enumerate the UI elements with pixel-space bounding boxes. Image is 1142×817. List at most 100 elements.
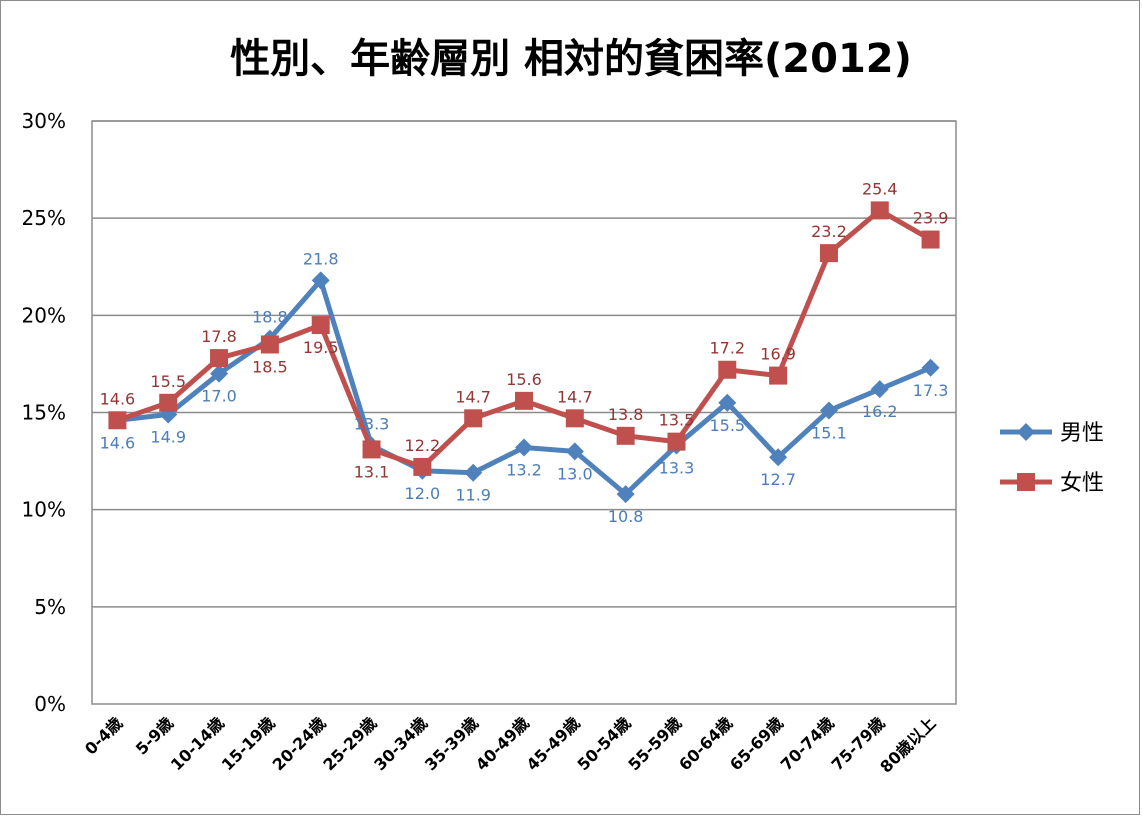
data-label-female: 25.4 (862, 179, 898, 198)
data-labels: 14.6 14.6 15.5 14.9 17.8 17.0 18.5 18.8 19.5 21.8… (100, 179, 949, 526)
data-point (819, 401, 838, 420)
data-point (464, 463, 483, 482)
data-label-female: 16.9 (760, 345, 796, 364)
x-tick-label: 30-34歳 (370, 713, 431, 774)
data-point (362, 440, 381, 459)
series-female (108, 201, 940, 476)
data-label-male: 12.0 (405, 484, 441, 503)
data-label-male: 13.2 (506, 460, 542, 479)
legend-item: 男性 (1000, 421, 1104, 446)
data-label-male: 13.3 (354, 415, 390, 434)
x-tick-label: 40-49歳 (472, 713, 533, 774)
x-tick-label: 15-19歳 (218, 713, 279, 774)
data-point (311, 316, 330, 335)
data-point (464, 409, 483, 428)
y-tick-label: 25% (22, 206, 66, 230)
x-tick-label: 50-54歳 (574, 713, 635, 774)
y-tick-label: 20% (22, 303, 66, 327)
chart-title: 性別、年齢層別 相対的貧困率(2012) (230, 36, 912, 82)
x-tick-label: 25-29歳 (319, 713, 380, 774)
data-label-male: 17.0 (201, 387, 237, 406)
y-axis: 0% 5% 10% 15% 20% 25% 30% (22, 109, 66, 716)
data-point (159, 393, 178, 412)
data-point (921, 358, 940, 377)
data-label-female: 14.6 (100, 389, 136, 408)
data-point (718, 360, 737, 379)
x-tick-label: 80歳以上 (876, 713, 939, 776)
data-label-female: 23.9 (913, 209, 949, 228)
data-point (870, 201, 889, 220)
data-label-female: 15.6 (506, 370, 542, 389)
x-tick-label: 70-74歳 (777, 713, 838, 774)
x-tick-label: 60-64歳 (675, 713, 736, 774)
data-label-female: 23.2 (811, 222, 847, 241)
x-tick-label: 0-4歳 (81, 713, 126, 758)
data-point (260, 335, 279, 354)
legend-marker (1017, 423, 1035, 441)
series-layer (108, 201, 940, 504)
y-tick-label: 0% (34, 692, 66, 716)
data-label-female: 17.2 (709, 339, 745, 358)
x-tick-label: 55-59歳 (624, 713, 685, 774)
data-label-male: 13.0 (557, 464, 593, 483)
data-label-male: 13.3 (659, 459, 695, 478)
data-label-male: 12.7 (760, 470, 796, 489)
y-tick-label: 30% (22, 109, 66, 133)
data-label-male: 15.5 (709, 416, 745, 435)
data-point (921, 230, 940, 249)
data-label-female: 13.5 (659, 411, 695, 430)
legend-marker (1017, 473, 1035, 491)
data-label-male: 18.8 (252, 308, 288, 327)
data-point (718, 393, 737, 412)
data-point (311, 271, 330, 290)
x-tick-label: 5-9歳 (132, 713, 177, 758)
data-point (210, 364, 229, 383)
data-label-male: 15.1 (811, 424, 847, 443)
data-label-female: 18.5 (252, 357, 288, 376)
data-point (565, 442, 584, 461)
x-tick-label: 35-39歳 (421, 713, 482, 774)
data-point (769, 448, 788, 467)
data-label-female: 14.7 (557, 387, 593, 406)
data-label-female: 13.8 (608, 405, 644, 424)
data-label-female: 17.8 (201, 327, 237, 346)
data-point (769, 366, 788, 385)
data-label-female: 15.5 (150, 372, 186, 391)
y-tick-label: 10% (22, 498, 66, 522)
data-point (870, 380, 889, 399)
legend-item: 女性 (1000, 471, 1104, 496)
plot-area (91, 120, 957, 705)
data-point (108, 411, 127, 430)
data-label-male: 14.6 (100, 433, 136, 452)
legend-label: 女性 (1060, 471, 1104, 496)
data-point (616, 426, 635, 445)
y-tick-label: 15% (22, 401, 66, 425)
y-tick-label: 5% (34, 595, 66, 619)
data-point (210, 349, 229, 368)
data-point (413, 457, 432, 476)
data-label-male: 21.8 (303, 249, 339, 268)
data-point (515, 438, 533, 457)
data-label-male: 11.9 (455, 486, 491, 505)
x-axis: 0-4歳 5-9歳10-14歳15-19歳20-24歳25-29歳30-34歳35… (81, 713, 939, 776)
data-label-male: 17.3 (913, 381, 949, 400)
data-label-female: 14.7 (455, 387, 491, 406)
data-point (616, 485, 635, 504)
x-tick-label: 20-24歳 (269, 713, 330, 774)
data-label-male: 16.2 (862, 402, 898, 421)
data-label-male: 14.9 (150, 427, 186, 446)
x-tick-label: 65-69歳 (726, 713, 787, 774)
data-label-female: 19.5 (303, 338, 339, 357)
data-label-male: 10.8 (608, 507, 644, 526)
data-label-female: 12.2 (405, 436, 441, 455)
data-point (819, 244, 838, 263)
legend-label: 男性 (1060, 421, 1104, 446)
x-tick-label: 45-49歳 (523, 713, 584, 774)
data-point (515, 391, 533, 410)
data-point (667, 432, 686, 451)
x-tick-label: 10-14歳 (167, 713, 228, 774)
data-label-female: 13.1 (354, 462, 390, 481)
